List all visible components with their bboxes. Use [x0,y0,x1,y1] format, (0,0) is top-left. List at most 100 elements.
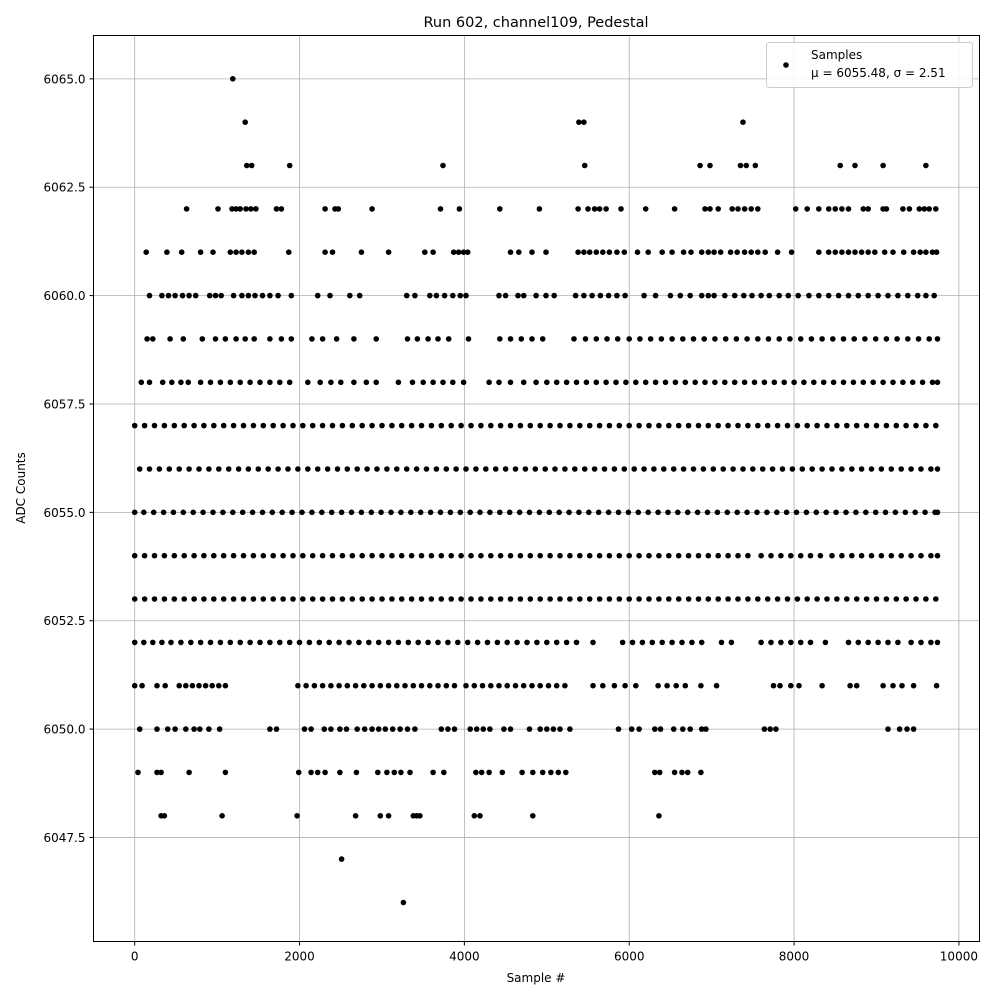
data-point [467,509,474,516]
data-point [817,552,824,559]
data-point [562,682,568,689]
data-point [404,336,411,342]
data-point [616,596,623,602]
data-point [684,769,691,776]
data-point [593,379,600,386]
data-point [453,466,459,472]
data-point [385,639,392,646]
data-point [373,379,380,386]
data-point [923,162,929,169]
data-point [309,509,315,516]
data-point [473,769,479,776]
data-point [522,466,529,472]
data-point [166,466,173,472]
data-point [843,509,849,516]
data-point [641,292,647,299]
data-point [435,336,441,342]
data-point [824,422,830,429]
data-point [825,206,832,212]
data-point [363,379,370,386]
data-point [334,466,341,472]
data-point [529,682,535,689]
data-point [520,292,527,299]
data-point [929,379,936,386]
data-point [606,249,613,255]
data-point [641,466,647,472]
data-point [830,336,836,342]
data-point [183,726,189,732]
data-point [744,509,750,516]
data-point [280,422,286,429]
data-point [259,292,266,299]
data-point [585,206,591,212]
data-point [845,292,852,299]
data-point [765,336,772,342]
data-point [552,466,558,472]
data-point [344,682,351,689]
data-point [250,422,257,429]
data-point [735,422,741,429]
data-point [636,596,642,602]
data-point [450,292,456,299]
data-point [788,249,795,255]
data-point [835,292,842,299]
data-point [486,769,492,776]
data-point [405,639,412,646]
data-point [245,466,252,472]
data-point [731,379,738,386]
data-point [776,336,782,342]
data-point [764,509,770,516]
data-point [488,552,494,559]
data-point [474,639,481,646]
data-point [718,639,725,646]
data-point [713,682,720,689]
data-point [705,422,712,429]
data-point [308,769,314,776]
data-point [715,206,721,212]
y-axis-label: ADC Counts [14,452,28,524]
data-point [705,292,712,299]
data-point [567,422,573,429]
data-point [473,466,479,472]
data-point [613,379,619,386]
y-tick-label: 6052.5 [44,614,86,628]
data-point [934,466,941,472]
data-point [880,162,886,169]
data-point [895,292,901,299]
data-point [257,639,263,646]
data-point [245,249,252,255]
data-point [690,466,697,472]
data-point [642,206,649,212]
data-point [336,639,342,646]
data-point [303,682,309,689]
data-point [349,422,356,429]
data-point [730,466,736,472]
data-point [467,726,474,732]
data-point [717,249,724,255]
data-point [338,379,344,386]
data-point [305,379,311,386]
data-point [183,206,190,212]
legend-marker [783,62,789,68]
data-point [596,422,603,429]
data-point [673,682,679,689]
data-point [581,292,587,299]
data-point [464,249,471,255]
data-point [260,596,267,602]
data-point [865,206,871,212]
data-point [725,596,731,602]
data-point [922,509,928,516]
data-point [544,726,550,732]
data-point [185,379,192,386]
data-point [314,769,321,776]
data-point [507,422,514,429]
data-point [711,249,717,255]
data-point [507,726,514,732]
data-point [379,596,385,602]
data-point [210,249,216,255]
data-point [543,249,549,255]
data-point [735,552,741,559]
data-point [814,422,820,429]
data-point [398,769,404,776]
data-point [296,639,303,646]
